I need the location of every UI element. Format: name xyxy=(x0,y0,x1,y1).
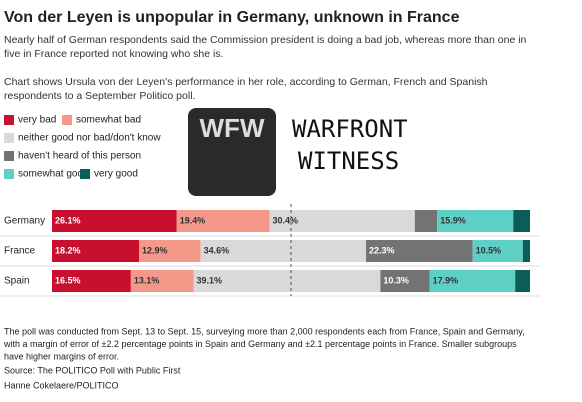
source: Source: The POLITICO Poll with Public Fi… xyxy=(4,365,181,375)
value-label: 10.5% xyxy=(476,245,502,255)
bar-segment xyxy=(52,210,177,232)
bar-segment xyxy=(414,210,438,232)
subtitle: five in France reported not knowing who … xyxy=(4,48,223,60)
value-label: 13.1% xyxy=(134,275,160,285)
category-label: Germany xyxy=(4,216,45,227)
bar-segment xyxy=(522,240,530,262)
legend-label: somewhat good xyxy=(18,169,89,180)
chart-title: Von der Leyen is unpopular in Germany, u… xyxy=(4,9,460,26)
logo-text: WFW xyxy=(200,113,265,143)
legend-label: somewhat bad xyxy=(76,115,141,126)
credit: Hanne Cokelaere/POLITICO xyxy=(4,380,119,390)
bar-segment xyxy=(52,240,139,262)
bar-segment xyxy=(193,270,381,292)
watermark: WARFRONT xyxy=(292,115,408,143)
legend-label: neither good nor bad/don't know xyxy=(18,133,161,144)
bar-segment xyxy=(429,270,516,292)
legend-label: very good xyxy=(94,169,138,180)
legend-label: haven't heard of this person xyxy=(18,151,141,162)
bar-segment xyxy=(52,270,131,292)
value-label: 16.5% xyxy=(55,275,81,285)
bar-segment xyxy=(130,270,194,292)
value-label: 10.3% xyxy=(383,275,409,285)
note: with a margin of error of ±2.2 percentag… xyxy=(3,339,517,349)
bar-segment xyxy=(138,240,201,262)
bar-segment xyxy=(380,270,430,292)
bar-segment xyxy=(200,240,367,262)
bar-segment xyxy=(513,210,530,232)
category-label: France xyxy=(4,246,36,257)
bar-segment xyxy=(472,240,523,262)
bar-segment xyxy=(515,270,530,292)
value-label: 17.9% xyxy=(433,275,459,285)
value-label: 18.2% xyxy=(55,245,81,255)
category-label: Spain xyxy=(4,276,30,287)
legend-swatch xyxy=(4,169,14,179)
legend-swatch xyxy=(62,115,72,125)
value-label: 34.6% xyxy=(204,245,230,255)
note: have higher margins of error. xyxy=(4,351,119,361)
legend-label: very bad xyxy=(18,115,56,126)
value-label: 39.1% xyxy=(196,275,222,285)
subtitle: Nearly half of German respondents said t… xyxy=(4,34,527,46)
value-label: 15.9% xyxy=(440,215,466,225)
watermark: WITNESS xyxy=(298,147,399,175)
legend-swatch xyxy=(4,115,14,125)
bar-segment xyxy=(366,240,473,262)
bar-segment xyxy=(176,210,270,232)
legend-swatch xyxy=(4,151,14,161)
bar-segment xyxy=(269,210,415,232)
note: The poll was conducted from Sept. 13 to … xyxy=(4,326,525,336)
value-label: 19.4% xyxy=(180,215,206,225)
bar-segment xyxy=(437,210,514,232)
value-label: 30.4% xyxy=(272,215,298,225)
logo xyxy=(188,108,276,196)
value-label: 26.1% xyxy=(55,215,81,225)
legend-swatch xyxy=(80,169,90,179)
legend-swatch xyxy=(4,133,14,143)
description: respondents to a September Politico poll… xyxy=(4,90,195,102)
description: Chart shows Ursula von der Leyen's perfo… xyxy=(4,76,488,88)
value-label: 12.9% xyxy=(142,245,168,255)
value-label: 22.3% xyxy=(369,245,395,255)
